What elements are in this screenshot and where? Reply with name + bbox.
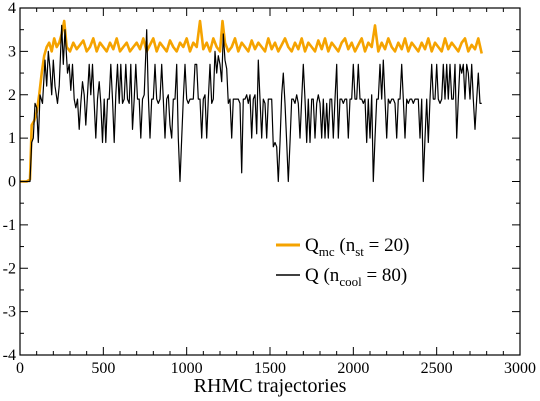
y-tick-label: 4 [8, 0, 16, 17]
y-tick-label: -4 [3, 347, 16, 364]
x-tick-label: 1000 [171, 360, 203, 377]
legend-text-part: (n [335, 235, 356, 256]
legend-text-part: = 80) [362, 265, 408, 286]
legend-label: Qmc (nst = 20) [305, 235, 409, 259]
x-tick-label: 2000 [337, 360, 369, 377]
y-tick-label: 1 [8, 130, 16, 147]
legend-subscript: mc [319, 244, 335, 259]
y-tick-label: 3 [8, 43, 16, 60]
y-tick-label: -3 [3, 304, 16, 321]
legend-subscript: cool [339, 274, 362, 289]
legend-text-part: = 20) [364, 235, 410, 256]
y-tick-label: 2 [8, 87, 16, 104]
legend-text-part: Q [305, 265, 319, 286]
x-tick-label: 2500 [421, 360, 453, 377]
legend-text-part: Q [305, 235, 319, 256]
x-tick-label: 500 [91, 360, 115, 377]
x-axis-title: RHMC trajectories [194, 375, 347, 397]
legend: Qmc (nst = 20)Q (ncool = 80) [276, 235, 409, 289]
series-layer [20, 19, 483, 183]
legend-subscript: st [355, 244, 364, 259]
x-tick-label: 1500 [254, 360, 286, 377]
y-tick-label: -1 [3, 217, 16, 234]
plot-frame [19, 7, 521, 356]
y-tick-label: 0 [8, 174, 16, 191]
x-tick-label: 0 [16, 360, 24, 377]
legend-label: Q (ncool = 80) [305, 265, 407, 289]
legend-text-part: (n [319, 265, 340, 286]
y-tick-label: -2 [3, 260, 16, 277]
series-line-0 [20, 19, 483, 183]
x-tick-label: 3000 [504, 360, 536, 377]
series-line-1 [20, 24, 482, 183]
